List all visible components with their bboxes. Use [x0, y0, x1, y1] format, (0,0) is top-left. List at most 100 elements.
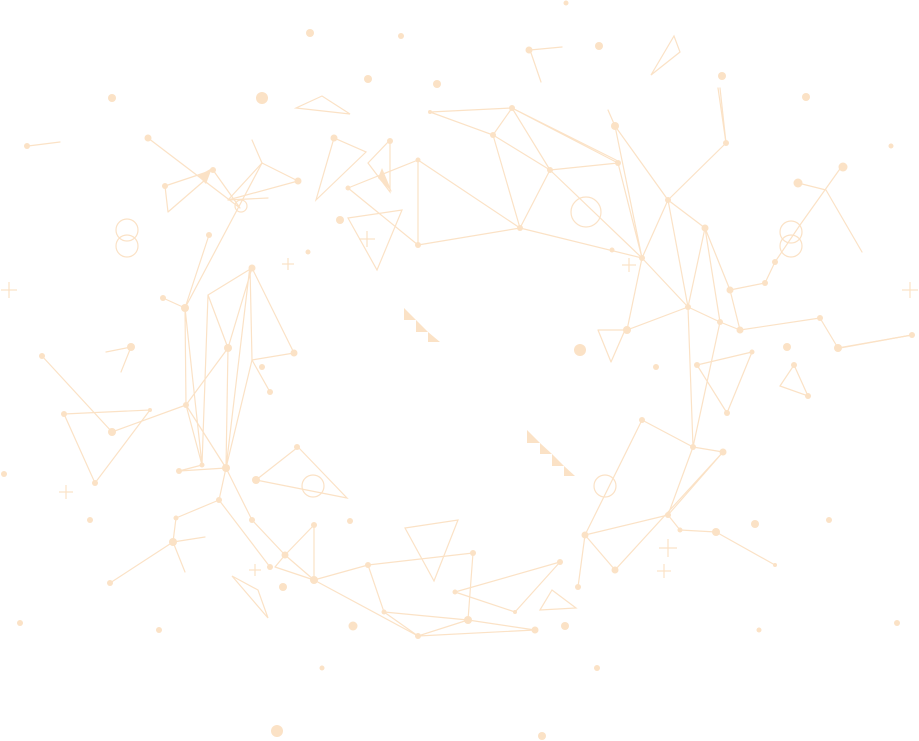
- network-line: [313, 579, 419, 637]
- outline-triangle: [314, 137, 368, 202]
- node-dot: [364, 75, 372, 83]
- node-dot: [169, 538, 177, 546]
- outline-triangle: [779, 363, 810, 398]
- node-dot: [415, 157, 421, 163]
- network-line: [549, 169, 643, 259]
- network-line: [584, 451, 724, 571]
- node-dot: [690, 444, 696, 450]
- node-dot: [267, 389, 273, 395]
- plus-mark: [359, 231, 375, 247]
- solid-triangle: [416, 320, 428, 332]
- node-dot: [252, 476, 260, 484]
- node-dot: [594, 665, 600, 671]
- outline-triangle: [404, 519, 459, 583]
- network-line: [184, 265, 253, 469]
- node-dot: [415, 242, 421, 248]
- outline-triangle: [538, 589, 578, 611]
- node-dot: [108, 94, 116, 102]
- network-line: [251, 359, 271, 393]
- node-dot: [162, 183, 168, 189]
- network-line: [162, 162, 299, 309]
- node-dot: [653, 364, 659, 370]
- node-dot: [736, 326, 744, 334]
- node-dot: [762, 280, 768, 286]
- solid-triangle: [198, 168, 212, 184]
- node-dot: [305, 249, 311, 255]
- network-line: [519, 162, 643, 259]
- node-dot: [718, 72, 726, 80]
- network-line: [172, 536, 206, 543]
- network-line: [614, 125, 669, 259]
- network-line: [41, 355, 187, 433]
- node-dot: [127, 343, 135, 351]
- outline-triangle: [231, 575, 269, 619]
- node-dot: [665, 512, 671, 518]
- node-dot: [294, 177, 302, 185]
- node-dot: [311, 522, 317, 528]
- node-dot: [538, 732, 546, 740]
- network-line: [529, 46, 563, 83]
- node-dot: [615, 160, 621, 166]
- network-line: [172, 541, 186, 573]
- network-line: [417, 159, 521, 246]
- network-line: [251, 139, 263, 164]
- node-dot: [452, 589, 458, 595]
- node-dot: [802, 93, 810, 101]
- node-dot: [156, 627, 162, 633]
- network-line: [577, 534, 586, 588]
- node-dot: [665, 197, 671, 203]
- ring-shape: [115, 234, 139, 258]
- plus-mark: [622, 258, 636, 272]
- node-dot: [685, 304, 691, 310]
- outline-triangle: [347, 209, 403, 272]
- ring-shape: [301, 474, 325, 498]
- node-dot: [470, 550, 476, 556]
- plus-marks: [1, 231, 918, 578]
- plus-mark: [1, 282, 17, 298]
- ring-shape: [234, 199, 248, 213]
- node-dot: [336, 216, 344, 224]
- plus-mark: [282, 258, 294, 270]
- node-dot: [677, 527, 683, 533]
- ring-shape: [779, 220, 803, 244]
- node-dot: [87, 517, 93, 523]
- ring-shape: [115, 218, 139, 242]
- node-dot: [108, 428, 116, 436]
- network-line: [251, 267, 295, 361]
- node-dot: [826, 517, 832, 523]
- node-dot: [639, 417, 645, 423]
- node-dot: [517, 225, 523, 231]
- node-dot: [39, 353, 45, 359]
- node-dot: [433, 80, 441, 88]
- outline-triangle: [254, 446, 349, 499]
- node-dot: [148, 408, 152, 412]
- node-dot: [525, 46, 533, 54]
- node-dot: [909, 332, 915, 338]
- network-line: [667, 199, 706, 308]
- node-dot: [581, 531, 589, 539]
- network-line: [667, 87, 727, 201]
- node-dot: [345, 185, 351, 191]
- node-dot: [61, 411, 67, 417]
- node-dot: [206, 232, 212, 238]
- node-dot: [805, 393, 811, 399]
- network-line: [839, 334, 913, 349]
- network-line: [147, 137, 241, 213]
- network-line: [492, 107, 619, 229]
- outline-triangle: [63, 409, 152, 485]
- plus-mark: [249, 564, 261, 576]
- node-dot: [717, 319, 723, 325]
- network-line: [717, 87, 727, 144]
- node-dot: [791, 362, 797, 368]
- network-line: [227, 162, 299, 201]
- network-line: [109, 499, 220, 584]
- node-dot: [749, 349, 755, 355]
- node-dot: [694, 362, 700, 368]
- network-line: [218, 467, 271, 568]
- node-dot: [267, 564, 273, 570]
- plus-mark: [657, 564, 671, 578]
- node-dot: [306, 29, 314, 37]
- solid-triangles: [198, 168, 575, 476]
- node-dot: [726, 286, 734, 294]
